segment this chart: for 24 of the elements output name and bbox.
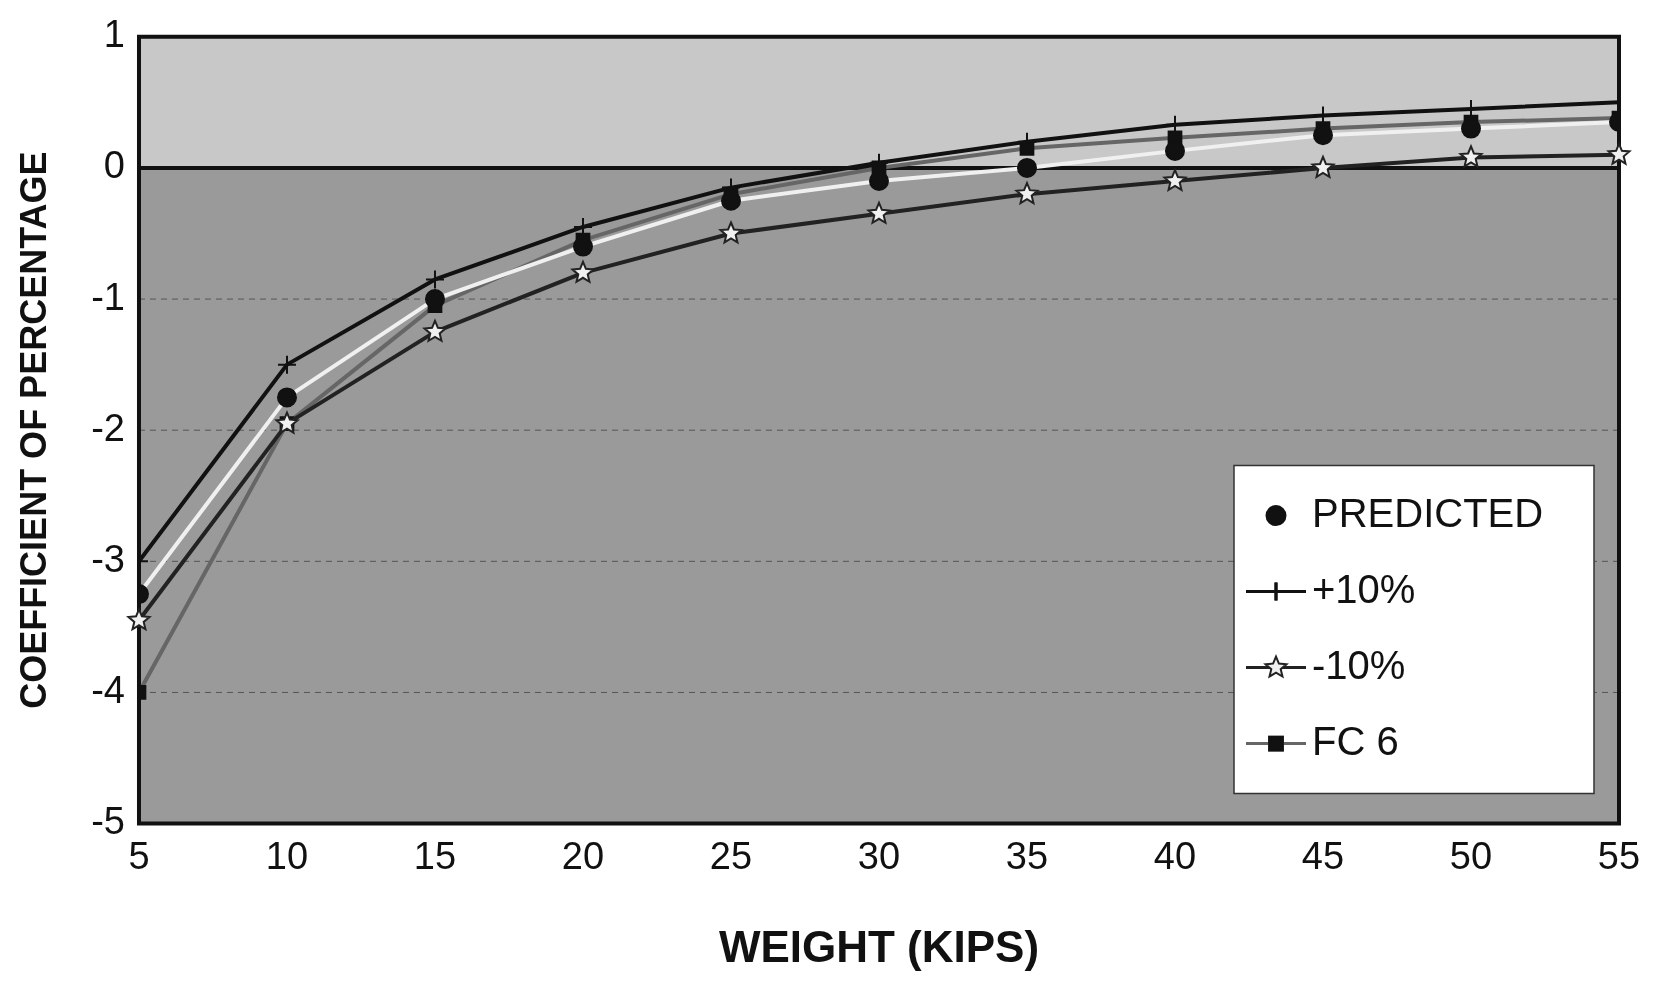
x-tick-label: 50: [1449, 834, 1493, 877]
x-tick-label: 25: [709, 834, 753, 877]
x-tick-label: 5: [128, 834, 150, 877]
y-tick-label: 0: [103, 144, 125, 187]
x-tick-label: 55: [1597, 834, 1641, 877]
y-tick-label: -5: [91, 800, 125, 843]
x-tick-label: 45: [1301, 834, 1345, 877]
legend-label: FC 6: [1312, 718, 1399, 763]
y-tick-label: -3: [91, 537, 125, 580]
x-axis-title: WEIGHT (KIPS): [718, 921, 1040, 971]
legend-label: +10%: [1312, 566, 1416, 611]
x-tick-label: 10: [265, 834, 309, 877]
x-tick-label: 40: [1153, 834, 1197, 877]
legend-label: -10%: [1312, 642, 1406, 687]
y-tick-label: 1: [103, 13, 125, 56]
legend-label: PREDICTED: [1312, 490, 1544, 535]
y-axis-title: COEFFICIENT OF PERCENTAGE: [12, 151, 54, 709]
x-tick-label: 20: [561, 834, 605, 877]
x-tick-label: 15: [413, 834, 457, 877]
x-tick-label: 35: [1005, 834, 1049, 877]
x-tick-label: 30: [857, 834, 901, 877]
y-tick-label: -4: [91, 668, 125, 711]
y-tick-label: -2: [91, 406, 125, 449]
y-tick-label: -1: [91, 275, 125, 318]
